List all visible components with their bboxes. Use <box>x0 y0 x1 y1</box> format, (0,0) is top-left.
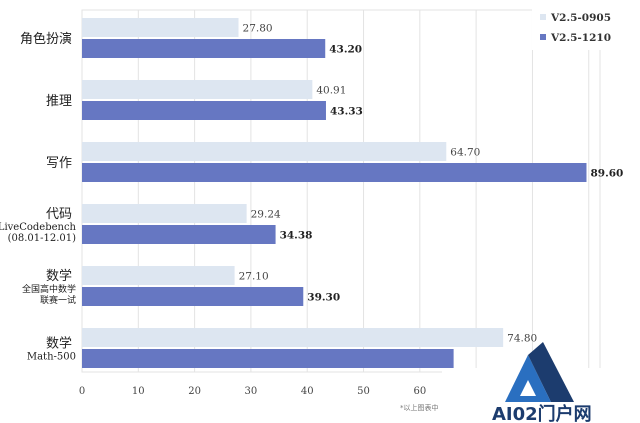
x-tick-label: 20 <box>188 386 201 397</box>
data-label-V2.5-1210: 43.33 <box>330 106 363 118</box>
x-tick-label: 40 <box>301 386 314 397</box>
x-tick-label: 0 <box>79 386 85 397</box>
plot-frame <box>81 9 601 373</box>
bar-V2.5-1210 <box>82 225 276 244</box>
logo-triangle-left <box>505 355 551 402</box>
value-labels: 27.80 43.20 40.91 43.33 64.70 89.60 29.24 34.38… <box>239 23 624 345</box>
bar-V2.5-1210 <box>82 39 326 58</box>
category-sublabel: Math-500 <box>27 352 76 363</box>
bar-V2.5-0905 <box>82 142 447 161</box>
x-tick-label: 50 <box>357 386 370 397</box>
category-labels: 角色扮演推理写作代码LiveCodebench(08.01-12.01)数学全国… <box>0 31 77 363</box>
bar-V2.5-1210 <box>82 287 304 306</box>
category-label: 推理 <box>46 94 72 109</box>
category-label: 数学 <box>46 268 72 284</box>
category-sublabel: (08.01-12.01) <box>8 233 77 244</box>
watermark-text: AI02门户网 <box>492 403 592 423</box>
bar-V2.5-0905 <box>82 204 247 223</box>
legend-swatch <box>540 14 546 20</box>
category-sublabel: 联赛一试 <box>40 294 76 306</box>
bar-V2.5-1210 <box>82 349 454 368</box>
data-label-V2.5-0905: 64.70 <box>450 147 480 159</box>
bar-V2.5-1210 <box>82 101 326 120</box>
data-label-V2.5-1210: 89.60 <box>590 168 623 180</box>
data-label-V2.5-0905: 74.80 <box>507 333 537 345</box>
category-label: 写作 <box>46 156 72 171</box>
x-tick-label: 60 <box>413 386 426 397</box>
data-label-V2.5-1210: 39.30 <box>307 292 340 304</box>
data-label-V2.5-0905: 40.91 <box>316 85 346 97</box>
legend-box <box>532 8 630 50</box>
footnote: *以上图表中 <box>400 403 439 412</box>
gridlines <box>81 9 601 373</box>
legend-label: V2.5-0905 <box>550 12 611 24</box>
category-sublabel: LiveCodebench <box>0 222 77 233</box>
x-tick-label: 10 <box>132 386 145 397</box>
category-label: 代码 <box>46 207 72 222</box>
bar-V2.5-0905 <box>82 328 504 347</box>
legend-label: V2.5-1210 <box>550 32 611 44</box>
category-label: 数学 <box>46 336 72 352</box>
bar-V2.5-0905 <box>82 266 235 285</box>
bars <box>82 18 587 368</box>
x-tick-label: 30 <box>245 386 258 397</box>
data-label-V2.5-0905: 27.80 <box>243 23 273 35</box>
bar-V2.5-1210 <box>82 163 587 182</box>
legend-swatch <box>540 34 546 40</box>
bar-V2.5-0905 <box>82 18 239 37</box>
data-label-V2.5-1210: 34.38 <box>280 230 313 242</box>
x-axis-ticks: 0 10 20 30 40 50 60 <box>79 386 426 397</box>
category-label: 角色扮演 <box>20 31 72 47</box>
legend: V2.5-0905 V2.5-1210 <box>532 8 630 50</box>
category-sublabel: 全国高中数学 <box>22 283 76 295</box>
logo-triangle-right <box>528 342 574 402</box>
bar-V2.5-0905 <box>82 80 313 99</box>
data-label-V2.5-0905: 29.24 <box>251 209 281 221</box>
logo-notch <box>520 380 536 396</box>
data-label-V2.5-0905: 27.10 <box>239 271 269 283</box>
watermark-logo: AI02门户网 <box>442 342 640 423</box>
data-label-V2.5-1210: 43.20 <box>329 44 362 56</box>
